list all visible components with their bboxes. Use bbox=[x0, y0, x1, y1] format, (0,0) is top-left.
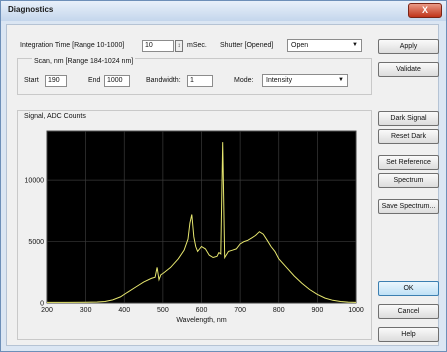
shutter-select[interactable]: Open ▼ bbox=[287, 39, 362, 52]
bandwidth-input[interactable]: 1 bbox=[187, 75, 213, 87]
x-tick-label: 300 bbox=[80, 307, 92, 314]
x-tick-label: 600 bbox=[196, 307, 208, 314]
spectrum-series-line bbox=[47, 142, 357, 303]
x-tick-label: 500 bbox=[157, 307, 169, 314]
x-tick-label: 400 bbox=[118, 307, 130, 314]
signal-group-label: Signal, ADC Counts bbox=[24, 113, 86, 120]
cancel-button[interactable]: Cancel bbox=[378, 304, 439, 319]
spinner-arrows-icon: ↕ bbox=[177, 43, 181, 49]
dropdown-arrow-icon: ▼ bbox=[352, 42, 358, 48]
validate-button[interactable]: Validate bbox=[378, 62, 439, 77]
start-input[interactable]: 190 bbox=[45, 75, 67, 87]
start-label: Start bbox=[24, 77, 39, 84]
shutter-label: Shutter [Opened] bbox=[220, 42, 274, 49]
title-bar[interactable]: Diagnostics X bbox=[1, 1, 446, 21]
ok-button[interactable]: OK bbox=[378, 281, 439, 296]
close-icon: X bbox=[421, 5, 428, 15]
shutter-selected-value: Open bbox=[291, 42, 309, 49]
set-reference-button[interactable]: Set Reference bbox=[378, 155, 439, 170]
help-button[interactable]: Help bbox=[378, 327, 439, 342]
signal-group bbox=[17, 110, 372, 340]
spectrum-button[interactable]: Spectrum bbox=[378, 173, 439, 188]
x-tick-label: 200 bbox=[41, 307, 53, 314]
integration-time-label: Integration Time [Range 10-1000] bbox=[20, 42, 125, 49]
x-tick-label: 700 bbox=[234, 307, 246, 314]
window-title: Diagnostics bbox=[8, 5, 54, 14]
save-spectrum-button[interactable]: Save Spectrum... bbox=[378, 199, 439, 214]
y-tick-label: 5000 bbox=[28, 239, 44, 246]
mode-select[interactable]: Intensity ▼ bbox=[262, 74, 348, 87]
integration-spinner[interactable]: ↕ bbox=[175, 40, 183, 52]
close-button[interactable]: X bbox=[408, 3, 442, 18]
apply-button[interactable]: Apply bbox=[378, 39, 439, 54]
y-tick-label: 0 bbox=[40, 301, 44, 308]
mode-selected-value: Intensity bbox=[266, 77, 293, 84]
x-tick-label: 1000 bbox=[348, 307, 364, 314]
x-tick-label: 900 bbox=[312, 307, 324, 314]
reset-dark-button[interactable]: Reset Dark bbox=[378, 129, 439, 144]
y-tick-label: 10000 bbox=[25, 178, 45, 185]
spectrum-chart[interactable]: 200 300 400 500 600 700 800 900 10000500010000Wa… bbox=[19, 127, 366, 324]
integration-time-input[interactable]: 10 bbox=[142, 40, 174, 52]
mode-label: Mode: bbox=[234, 77, 254, 84]
scan-group-label: Scan, nm [Range 184-1024 nm] bbox=[32, 58, 136, 65]
x-axis-label: Wavelength, nm bbox=[176, 317, 226, 324]
scan-group bbox=[17, 58, 372, 95]
integration-unit: mSec. bbox=[187, 42, 207, 49]
end-label: End bbox=[88, 77, 101, 84]
bandwidth-label: Bandwidth: bbox=[146, 77, 181, 84]
end-input[interactable]: 1000 bbox=[104, 75, 130, 87]
dropdown-arrow-icon: ▼ bbox=[338, 77, 344, 83]
dark-signal-button[interactable]: Dark Signal bbox=[378, 111, 439, 126]
x-tick-label: 800 bbox=[273, 307, 285, 314]
